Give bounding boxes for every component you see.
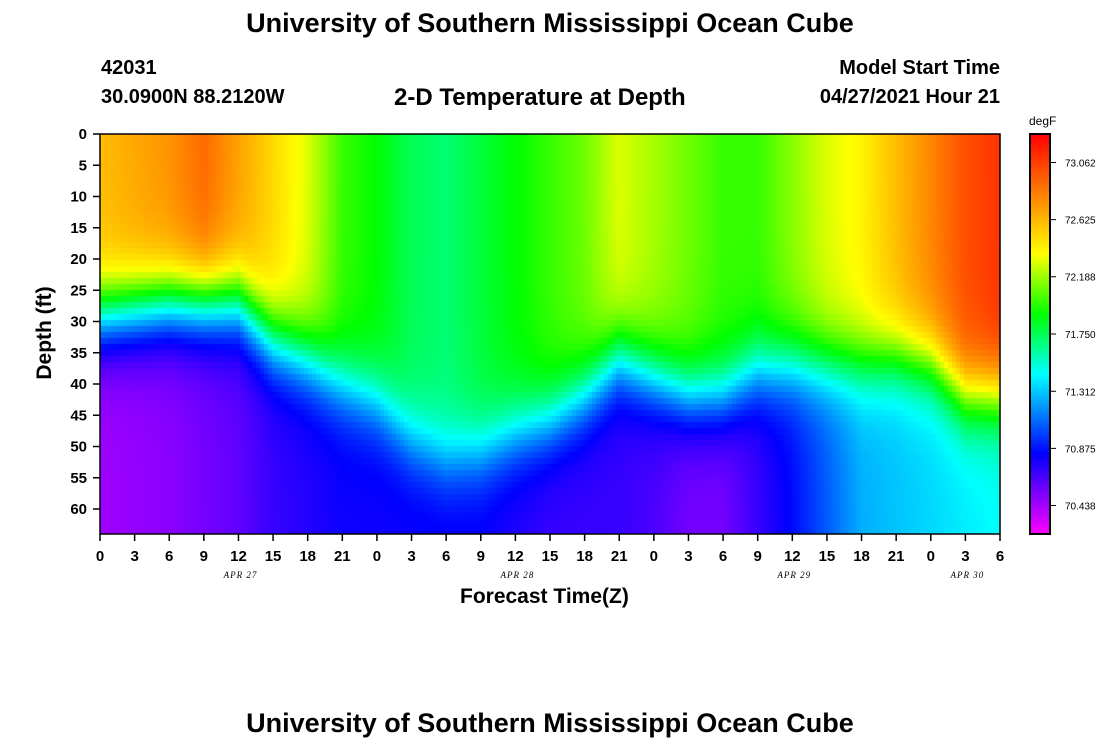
main-title: University of Southern Mississippi Ocean…: [246, 8, 854, 38]
day-label: APR 27: [223, 570, 258, 580]
station-coordinates: 30.0900N 88.2120W: [101, 86, 285, 108]
x-tick-label: 0: [373, 548, 381, 565]
x-tick-label: 9: [477, 548, 485, 565]
x-tick-label: 0: [650, 548, 658, 565]
colorbar-tick-label: 72.625: [1065, 216, 1096, 227]
x-tick-label: 21: [611, 548, 628, 565]
y-tick-label: 55: [70, 470, 87, 487]
y-tick-label: 5: [79, 157, 87, 174]
y-tick-label: 50: [70, 439, 87, 456]
y-tick-label: 10: [70, 189, 87, 206]
x-tick-label: 3: [130, 548, 138, 565]
y-tick-label: 40: [70, 376, 87, 393]
x-tick-label: 18: [853, 548, 870, 565]
x-tick-label: 15: [542, 548, 559, 565]
x-tick-label: 18: [576, 548, 593, 565]
x-tick-label: 6: [996, 548, 1004, 565]
y-tick-label: 0: [79, 126, 87, 143]
x-tick-label: 3: [961, 548, 969, 565]
x-tick-label: 0: [927, 548, 935, 565]
plot-title: 2-D Temperature at Depth: [394, 84, 686, 111]
x-tick-label: 18: [299, 548, 316, 565]
x-tick-label: 3: [684, 548, 692, 565]
y-tick-label: 15: [70, 220, 87, 237]
y-tick-label: 25: [70, 282, 87, 299]
model-start-time: 04/27/2021 Hour 21: [819, 86, 1000, 108]
x-axis-label: Forecast Time(Z): [460, 585, 629, 608]
x-tick-label: 6: [719, 548, 727, 565]
colorbar-tick-label: 70.875: [1065, 444, 1096, 455]
x-tick-label: 12: [230, 548, 247, 565]
day-label: APR 30: [950, 570, 985, 580]
colorbar-unit: degF: [1029, 114, 1057, 128]
x-tick-label: 9: [200, 548, 208, 565]
colorbar-tick-label: 73.062: [1065, 158, 1096, 169]
station-id: 42031: [101, 57, 157, 79]
x-tick-label: 6: [165, 548, 173, 565]
heatmap-area: [100, 134, 1000, 534]
x-tick-label: 9: [754, 548, 762, 565]
footer-title: University of Southern Mississippi Ocean…: [246, 708, 854, 738]
y-tick-label: 60: [70, 501, 87, 518]
x-tick-label: 3: [407, 548, 415, 565]
x-tick-label: 0: [96, 548, 104, 565]
model-start-label: Model Start Time: [839, 57, 1000, 79]
day-label: APR 28: [500, 570, 535, 580]
colorbar-tick-label: 72.188: [1065, 273, 1096, 284]
y-tick-label: 30: [70, 314, 87, 331]
x-tick-label: 15: [819, 548, 836, 565]
y-tick-label: 35: [70, 345, 87, 362]
y-tick-label: 20: [70, 251, 87, 268]
colorbar-tick-label: 70.438: [1065, 502, 1096, 513]
colorbar: [1029, 133, 1051, 535]
x-tick-label: 6: [442, 548, 450, 565]
x-tick-label: 21: [334, 548, 351, 565]
x-tick-label: 12: [784, 548, 801, 565]
colorbar-tick-label: 71.750: [1065, 330, 1096, 341]
x-tick-label: 12: [507, 548, 524, 565]
colorbar-tick-label: 71.312: [1065, 387, 1096, 398]
x-tick-label: 21: [888, 548, 905, 565]
day-label: APR 29: [776, 570, 811, 580]
x-tick-label: 15: [265, 548, 282, 565]
y-tick-label: 45: [70, 407, 87, 424]
